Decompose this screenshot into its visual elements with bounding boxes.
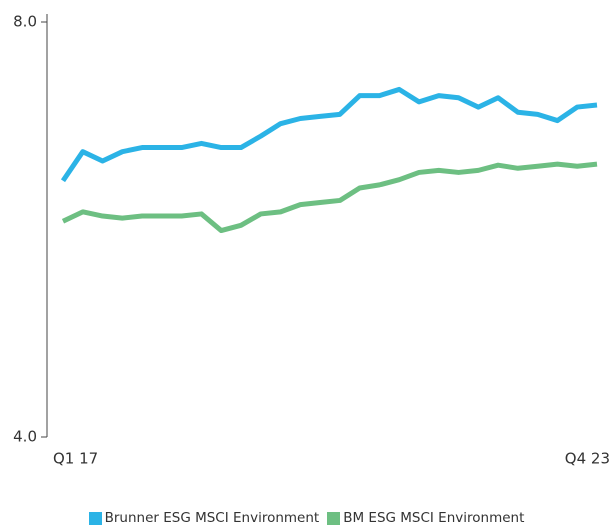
x-tick-label: Q1 17 bbox=[53, 450, 98, 468]
series-line bbox=[60, 86, 598, 183]
legend: Brunner ESG MSCI Environment BM ESG MSCI … bbox=[0, 510, 613, 526]
legend-swatch bbox=[88, 511, 102, 525]
x-tick-label: Q4 23 bbox=[565, 450, 610, 468]
legend-label: BM ESG MSCI Environment bbox=[343, 510, 525, 526]
y-tick-label: 4.0 bbox=[13, 428, 37, 446]
legend-item: Brunner ESG MSCI Environment bbox=[88, 510, 320, 526]
legend-item: BM ESG MSCI Environment bbox=[327, 510, 524, 526]
chart: 4.0 8.0 Q1 17 Q4 23 bbox=[13, 13, 610, 468]
series-line bbox=[61, 161, 598, 234]
legend-swatch bbox=[327, 511, 341, 525]
y-tick-label: 8.0 bbox=[13, 13, 37, 31]
legend-label: Brunner ESG MSCI Environment bbox=[104, 510, 320, 526]
